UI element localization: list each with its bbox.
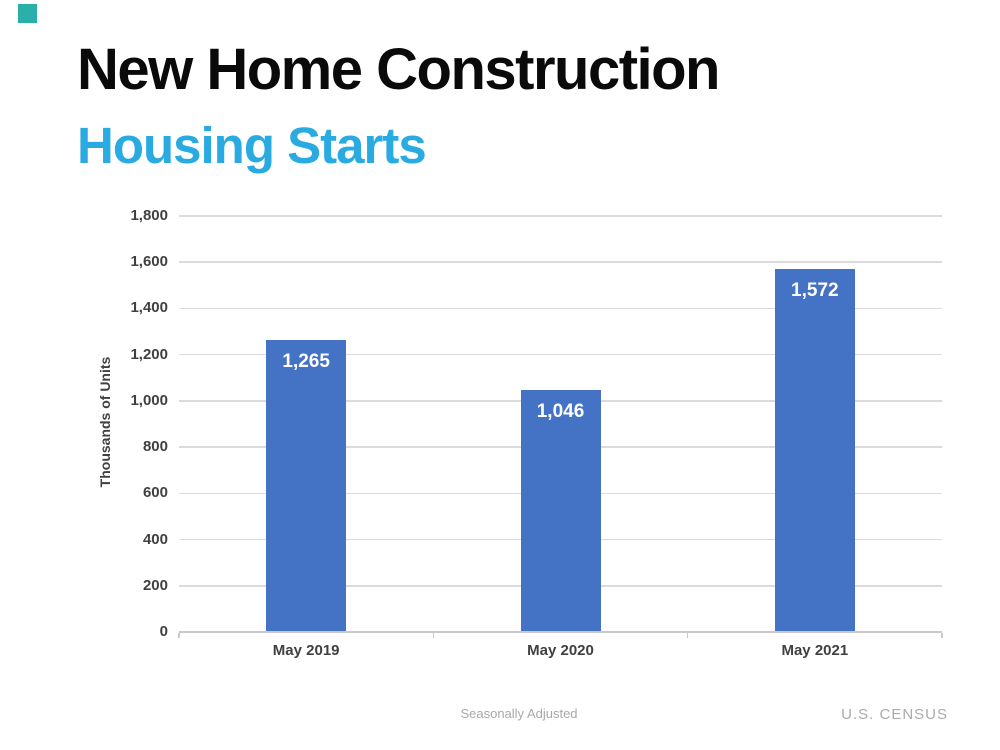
footer-note: Seasonally Adjusted <box>460 706 578 721</box>
y-tick-label: 1,800 <box>130 207 168 224</box>
y-tick-label: 200 <box>142 576 168 594</box>
bar <box>520 390 601 632</box>
y-tick-label: 1,000 <box>130 391 168 409</box>
x-axis-tick <box>178 633 180 638</box>
y-tick-label: 1,200 <box>130 345 168 363</box>
page-subtitle: Housing Starts <box>77 117 427 174</box>
x-axis-line <box>179 631 942 633</box>
y-tick-label: 800 <box>142 438 168 456</box>
y-tick-label: 400 <box>142 530 168 548</box>
y-axis-title: Thousands of Units <box>97 356 113 488</box>
y-tick-label: 600 <box>142 484 168 502</box>
x-axis-tick <box>686 633 689 638</box>
bar-value-label: 1,265 <box>282 350 330 372</box>
x-category-label: May 2020 <box>527 642 594 659</box>
gridline <box>179 353 942 356</box>
gridline <box>179 215 942 217</box>
page-title: New Home Construction <box>77 37 721 102</box>
source-label: U.S. CENSUS <box>841 706 948 723</box>
brand-accent-square <box>18 4 37 23</box>
bar-value-label: 1,572 <box>791 279 839 301</box>
x-axis-tick <box>941 633 943 638</box>
y-tick-label: 1,400 <box>130 299 168 317</box>
x-axis-tick <box>432 633 435 638</box>
gridline <box>179 307 942 310</box>
y-tick-label: 0 <box>159 623 168 640</box>
x-category-label: May 2021 <box>781 642 849 659</box>
bar-value-label: 1,046 <box>536 401 585 423</box>
x-category-label: May 2019 <box>272 642 340 659</box>
gridline <box>179 261 942 263</box>
bar <box>266 339 347 632</box>
bar <box>774 268 855 632</box>
y-tick-label: 1,600 <box>130 253 168 271</box>
